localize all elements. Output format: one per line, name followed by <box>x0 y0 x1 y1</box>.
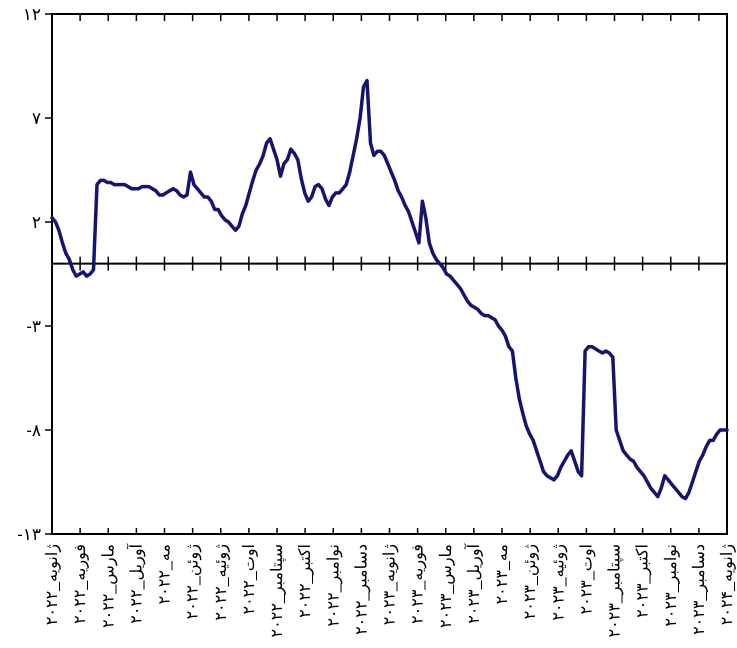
x-tick-label: نوامبر_۲۰۲۲ <box>325 544 342 627</box>
y-tick-label: ۱۲ <box>23 5 41 24</box>
y-tick-label: -۳ <box>26 317 41 336</box>
x-tick-label: مه_۲۰۲۳ <box>494 544 511 604</box>
x-tick-label: اوت_۲۰۲۲ <box>241 544 258 615</box>
x-tick-label: نوامبر_۲۰۲۳ <box>663 544 680 627</box>
x-tick-label: ژوئیه_۲۰۲۳ <box>550 544 567 621</box>
x-tick-label: اکتبر_۲۰۲۲ <box>297 544 314 618</box>
x-tick-label: اوت_۲۰۲۳ <box>578 544 595 615</box>
x-tick-label: مارس_۲۰۲۳ <box>438 544 455 628</box>
x-tick-label: فوریه_۲۰۲۳ <box>410 544 427 624</box>
x-tick-label: ژوئن_۲۰۲۳ <box>522 544 539 620</box>
x-tick-label: دسامبر_۲۰۲۳ <box>691 544 708 635</box>
x-tick-label: اکتبر_۲۰۲۳ <box>635 544 652 618</box>
x-tick-label: ژانویه_۲۰۲۲ <box>44 544 61 625</box>
x-tick-label: مارس_۲۰۲۲ <box>100 544 117 628</box>
x-tick-label: فوریه_۲۰۲۲ <box>72 544 89 624</box>
x-tick-label: مه_۲۰۲۲ <box>157 544 174 604</box>
x-tick-label: ژانویه_۲۰۲۳ <box>382 544 399 625</box>
y-tick-label: ۷ <box>32 109 41 128</box>
x-tick-label: سپتامبر_۲۰۲۳ <box>607 544 624 637</box>
x-tick-label: آوریل_۲۰۲۳ <box>463 542 483 623</box>
y-tick-label: -۸ <box>26 421 41 440</box>
line-chart: ۱۲ ۷ ۲ -۳ -۸ -۱۳ژانویه_۲۰۲۲ فوریه_۲۰۲۲ مارس_۲۰۲… <box>0 0 737 648</box>
x-tick-label: ژوئیه_۲۰۲۲ <box>213 544 230 621</box>
x-tick-label: ژانویه_۲۰۲۴ <box>719 544 736 625</box>
x-tick-label: دسامبر_۲۰۲۲ <box>353 544 370 635</box>
y-tick-label: ۲ <box>32 213 41 232</box>
y-tick-label: -۱۳ <box>17 525 41 544</box>
x-tick-label: ژوئن_۲۰۲۲ <box>185 544 202 620</box>
x-tick-label: سپتامبر_۲۰۲۲ <box>269 544 286 637</box>
x-tick-label: آوریل_۲۰۲۲ <box>125 542 145 623</box>
